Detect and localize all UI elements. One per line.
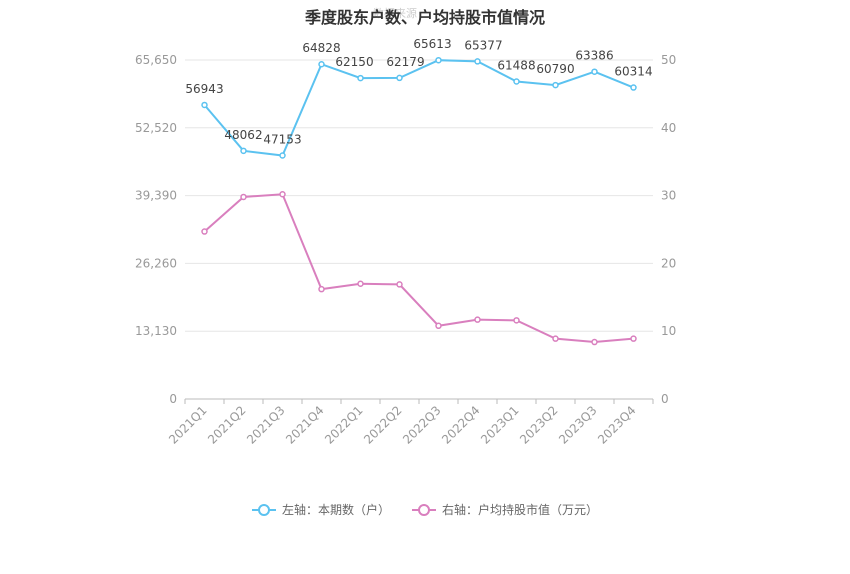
series-2-point: [318, 285, 325, 293]
series-2-point: [630, 335, 637, 342]
legend-swatch: [412, 503, 436, 517]
series-1-point: [435, 56, 442, 64]
left-axis-tick-label: 13,130: [135, 324, 177, 338]
series-1-point: [240, 147, 247, 155]
series-2-point: [435, 322, 442, 330]
x-axis-tick-label: 2021Q4: [283, 403, 327, 447]
x-axis-tick-label: 2023Q4: [595, 403, 639, 447]
x-axis-tick-label: 2023Q3: [556, 403, 600, 447]
data-label: 61488: [497, 58, 535, 72]
series-layer: [201, 56, 637, 346]
series-1-point: [318, 60, 325, 68]
series-2-point: [474, 316, 481, 323]
left-axis-tick-label: 65,650: [135, 53, 177, 67]
data-label: 62179: [386, 55, 424, 69]
x-axis-tick-label: 2022Q2: [361, 403, 405, 447]
series-1-point: [474, 58, 481, 65]
series-2-point: [279, 190, 286, 198]
right-axis-tick-label: 30: [661, 189, 676, 203]
legend-label: 右轴：户均持股市值（万元）: [442, 503, 599, 517]
data-label: 63386: [575, 49, 613, 63]
series-1-point: [630, 84, 637, 91]
legend-label: 左轴：本期数（户）: [281, 503, 390, 517]
left-axis-tick-label: 52,520: [135, 121, 177, 135]
series-2-point: [240, 193, 247, 201]
data-label: 65377: [464, 38, 502, 52]
series-2-point: [591, 338, 598, 346]
chart-title: 季度股东户数、户均持股市值情况: [304, 8, 545, 27]
data-label: 65613: [413, 37, 451, 51]
x-axis-tick-label: 2021Q3: [244, 403, 288, 447]
legend: 左轴：本期数（户） 右轴：户均持股市值（万元）: [0, 501, 850, 518]
series-line-2: [203, 193, 634, 344]
left-axis-tick-label: 0: [169, 392, 177, 406]
x-axis-tick-label: 2023Q2: [517, 403, 561, 447]
data-label: 60790: [536, 62, 574, 76]
data-label: 64828: [302, 41, 340, 55]
series-1-point: [357, 74, 364, 82]
right-axis-tick-label: 20: [661, 256, 676, 270]
data-label: 62150: [335, 55, 373, 69]
series-1-point: [201, 101, 208, 109]
left-axis-tick-label: 26,260: [135, 256, 177, 270]
watermark-text: 数据来源: [373, 6, 417, 20]
data-label: 48062: [224, 128, 262, 142]
x-axis-tick-label: 2022Q1: [322, 403, 366, 447]
series-2-point: [552, 335, 559, 342]
legend-item-1[interactable]: 左轴：本期数（户）: [251, 501, 390, 518]
series-2-point: [201, 228, 208, 235]
series-1-point: [279, 152, 286, 159]
series-2-point: [396, 281, 403, 288]
x-axis-tick-label: 2022Q3: [400, 403, 444, 447]
data-label: 56943: [185, 82, 223, 96]
x-axis-tick-label: 2021Q2: [205, 403, 249, 447]
legend-swatch-marker: [418, 503, 430, 516]
series-2-point: [357, 280, 364, 287]
series-1-point: [396, 74, 403, 82]
x-axis-tick-label: 2022Q4: [439, 403, 483, 447]
series-1-point: [591, 68, 598, 75]
right-axis-tick-label: 0: [661, 392, 669, 406]
right-axis-tick-label: 10: [661, 324, 676, 338]
legend-swatch: [251, 503, 276, 517]
x-axis-tick-label: 2023Q1: [478, 403, 522, 447]
series-2-point: [513, 317, 520, 324]
series-1-point: [513, 78, 520, 85]
x-axis-tick-label: 2021Q1: [166, 403, 210, 447]
series-1-point: [552, 81, 559, 89]
right-axis-tick-label: 50: [661, 53, 676, 67]
legend-item-2[interactable]: 右轴：户均持股市值（万元）: [412, 501, 598, 518]
axis-layer: 0 0 13,130 10 26,260 20 39,390 30 52,520 40 65,650…: [135, 53, 676, 447]
data-label: 47153: [263, 133, 301, 147]
legend-swatch-marker: [257, 503, 270, 516]
data-label: 60314: [614, 65, 652, 79]
left-axis-tick-label: 39,390: [135, 189, 177, 203]
series-line-1: [203, 59, 634, 157]
right-axis-tick-label: 40: [661, 121, 676, 135]
